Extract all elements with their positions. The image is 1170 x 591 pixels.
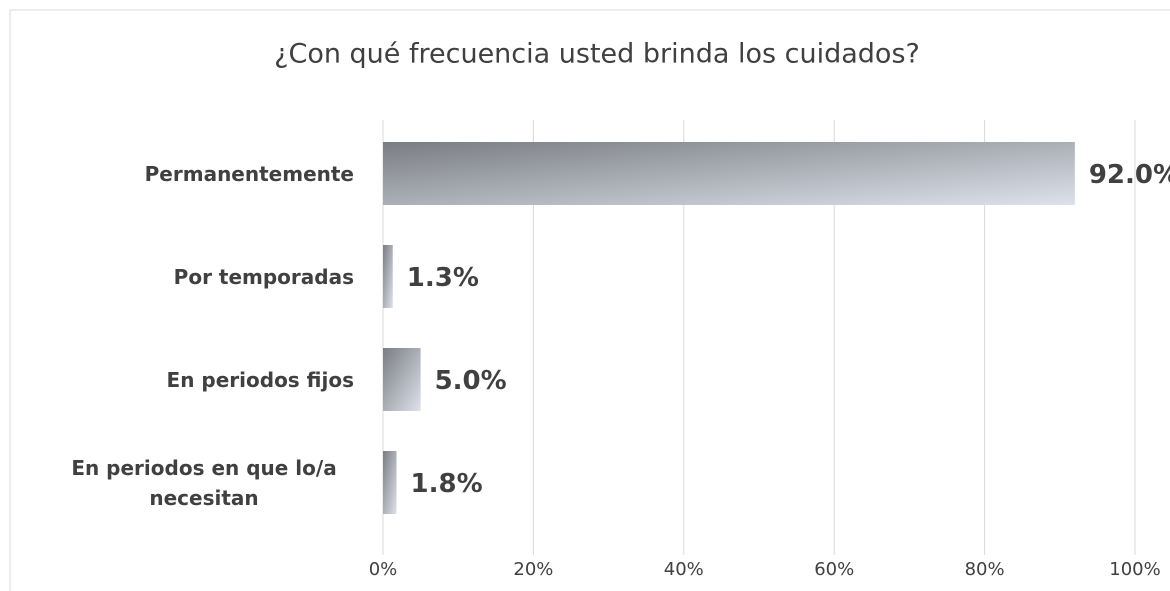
x-tick-label: 0%	[369, 559, 398, 580]
x-tick-label: 20%	[513, 559, 553, 580]
x-tick-label: 100%	[1109, 559, 1160, 580]
bar	[383, 142, 1075, 205]
y-tick-label: Por temporadas	[173, 264, 354, 289]
bar	[383, 245, 393, 308]
bar	[383, 451, 397, 514]
data-label: 5.0%	[435, 366, 507, 396]
x-tick-label: 60%	[814, 559, 854, 580]
data-label: 92.0%	[1089, 160, 1170, 190]
data-label: 1.3%	[407, 263, 479, 293]
chart-title: ¿Con qué frecuencia usted brinda los cui…	[274, 39, 920, 70]
y-tick-label: En periodos en que lo/a necesitan	[71, 455, 337, 510]
y-tick-label: Permanentemente	[144, 161, 354, 186]
chart-border	[9, 9, 1170, 591]
bar	[383, 348, 421, 411]
y-tick-label: En periodos fijos	[166, 367, 354, 392]
x-tick-label: 40%	[664, 559, 704, 580]
x-tick-label: 80%	[965, 559, 1005, 580]
data-label: 1.8%	[411, 469, 483, 499]
